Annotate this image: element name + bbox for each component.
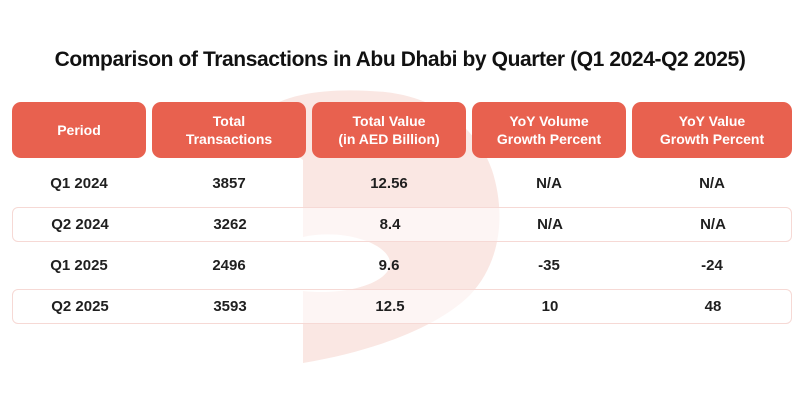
table-body: Q1 2024 3857 12.56 N/A N/A Q2 2024 3262 … [12,163,792,327]
cell-period: Q2 2025 [51,298,109,315]
cell-yoy-volume: N/A [536,175,562,192]
cell-total-value: 8.4 [379,216,401,233]
cell-total-transactions: 3262 [213,216,247,233]
cell-total-transactions: 3593 [213,298,247,315]
column-header-yoy-value: YoY Value Growth Percent [632,102,792,158]
table-header-row: Period Total Transactions Total Value (i… [12,102,792,158]
table-row: Q1 2025 2496 9.6 -35 -24 [12,245,792,286]
cell-yoy-volume: 10 [541,298,559,315]
table-row: Q1 2024 3857 12.56 N/A N/A [12,163,792,204]
cell-yoy-value: 48 [704,298,722,315]
cell-period: Q2 2024 [51,216,109,233]
cell-yoy-value: -24 [701,257,723,274]
cell-total-value: 12.5 [375,298,405,315]
cell-total-value: 12.56 [370,175,408,192]
column-header-yoy-volume: YoY Volume Growth Percent [472,102,626,158]
page-title: Comparison of Transactions in Abu Dhabi … [54,48,746,71]
cell-period: Q1 2024 [50,175,108,192]
cell-period: Q1 2025 [50,257,108,274]
table-row: Q2 2024 3262 8.4 N/A N/A [12,207,792,242]
cell-yoy-volume: N/A [537,216,563,233]
table-row: Q2 2025 3593 12.5 10 48 [12,289,792,324]
column-header-total-transactions: Total Transactions [152,102,306,158]
cell-total-transactions: 2496 [212,257,246,274]
column-header-period: Period [12,102,146,158]
cell-total-transactions: 3857 [212,175,246,192]
column-header-total-value: Total Value (in AED Billion) [312,102,466,158]
cell-yoy-value: N/A [700,216,726,233]
cell-yoy-value: N/A [699,175,725,192]
cell-total-value: 9.6 [378,257,400,274]
cell-yoy-volume: -35 [538,257,560,274]
